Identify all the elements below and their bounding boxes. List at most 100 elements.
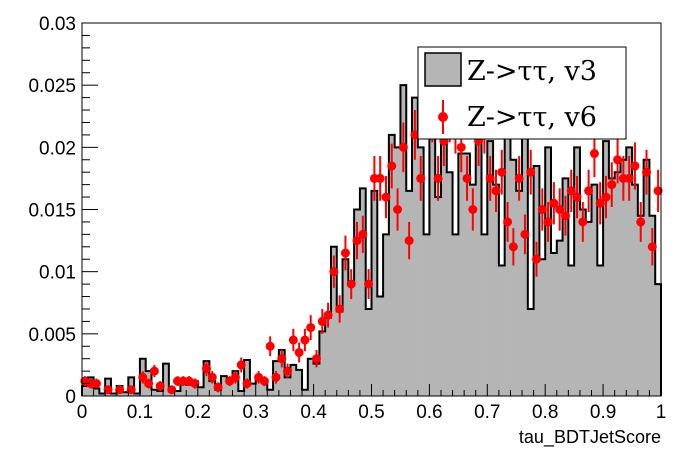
hist-bar-86 — [579, 209, 587, 396]
hist-bar-72 — [498, 265, 505, 396]
hist-bar-69 — [481, 234, 488, 396]
hist-bar-60 — [429, 85, 436, 397]
y-tick-label-3: 0.015 — [28, 201, 76, 222]
hist-bar-27 — [238, 391, 245, 396]
hist-bar-43 — [330, 246, 338, 396]
data-point-23 — [259, 376, 269, 386]
x-tick-label-7: 0.7 — [474, 402, 500, 423]
data-point-76 — [566, 186, 576, 196]
data-point-32 — [311, 354, 321, 364]
hist-bar-65 — [458, 153, 465, 396]
legend-entry-v6: Z->ττ, v6 — [467, 102, 597, 133]
data-point-58 — [462, 173, 472, 183]
hist-bar-23 — [215, 389, 222, 396]
data-point-66 — [508, 242, 518, 252]
reference-histogram — [81, 84, 662, 397]
hist-bar-95 — [632, 184, 639, 396]
hist-bar-59 — [423, 234, 430, 396]
hist-bar-77 — [527, 308, 534, 396]
y-tick-label-5: 0.025 — [28, 76, 76, 97]
hist-bar-29 — [249, 383, 256, 396]
legend-marker-point — [438, 112, 448, 122]
hist-bar-42 — [325, 317, 332, 396]
data-point-39 — [352, 236, 362, 246]
data-point-35 — [329, 267, 339, 277]
hist-bar-21 — [203, 361, 210, 396]
hist-bar-71 — [493, 184, 500, 396]
data-point-62 — [485, 173, 495, 183]
hist-bar-64 — [452, 234, 459, 396]
data-point-19 — [230, 372, 240, 382]
data-point-40 — [358, 229, 368, 239]
y-tick-label-6: 0.03 — [39, 14, 76, 35]
data-point-88 — [636, 217, 646, 227]
data-point-17 — [213, 382, 223, 392]
data-point-27 — [283, 366, 293, 376]
data-point-45 — [387, 161, 397, 171]
hist-bar-48 — [359, 188, 367, 396]
hist-bar-51 — [377, 296, 384, 396]
hist-bar-70 — [487, 141, 494, 396]
hist-bar-7 — [122, 392, 129, 396]
hist-bar-53 — [388, 134, 395, 396]
data-point-14 — [190, 379, 200, 389]
data-point-34 — [323, 310, 333, 320]
data-point-72 — [543, 217, 553, 227]
data-point-68 — [520, 229, 530, 239]
hist-bar-58 — [417, 147, 424, 396]
hist-bar-13 — [157, 391, 164, 396]
hist-bar-66 — [464, 153, 471, 396]
hist-bar-36 — [290, 364, 297, 396]
hist-bar-49 — [365, 308, 372, 396]
hist-bar-78 — [533, 165, 540, 396]
hist-bar-56 — [406, 190, 413, 396]
data-point-25 — [271, 372, 281, 382]
data-point-47 — [398, 142, 408, 152]
hist-bar-62 — [440, 97, 448, 396]
data-point-15 — [201, 364, 211, 374]
axis-ticks — [81, 22, 662, 397]
hist-bar-67 — [469, 184, 477, 396]
data-point-75 — [560, 211, 570, 221]
hist-bar-75 — [516, 190, 523, 396]
data-point-91 — [653, 186, 663, 196]
y-tick-label-1: 0.005 — [28, 325, 76, 346]
data-point-28 — [288, 335, 298, 345]
hist-bar-73 — [504, 134, 511, 396]
data-point-33 — [317, 316, 327, 326]
hist-bar-85 — [574, 147, 581, 396]
data-point-9 — [155, 381, 165, 391]
hist-bar-41 — [319, 331, 326, 396]
data-point-10 — [167, 385, 177, 395]
hist-bar-28 — [244, 359, 251, 396]
data-point-65 — [503, 217, 513, 227]
hist-bar-91 — [608, 178, 615, 396]
x-tick-label-4: 0.4 — [300, 402, 327, 423]
data-point-3 — [103, 385, 113, 395]
hist-bar-31 — [261, 379, 268, 396]
x-tick-label-9: 0.9 — [590, 402, 616, 423]
hist-bar-99 — [655, 284, 662, 396]
data-point-59 — [468, 205, 478, 214]
y-tick-label-4: 0.02 — [39, 138, 76, 159]
data-point-43 — [375, 173, 385, 183]
data-point-74 — [555, 205, 565, 214]
hist-bar-24 — [220, 376, 228, 396]
hist-bar-9 — [134, 393, 141, 396]
y-tick-labels: 0 0.005 0.01 0.015 0.02 0.025 0.03 — [28, 14, 76, 408]
data-point-36 — [335, 304, 345, 314]
data-point-38 — [346, 279, 356, 289]
hist-bar-89 — [597, 265, 604, 396]
data-point-70 — [532, 254, 542, 264]
y-tick-label-0: 0 — [65, 387, 76, 408]
data-point-78 — [578, 217, 588, 227]
hist-bar-40 — [313, 363, 320, 396]
legend-swatch-filled-histogram — [424, 52, 462, 87]
hist-bar-18 — [186, 384, 193, 396]
data-point-21 — [242, 379, 252, 389]
hist-bar-50 — [371, 190, 378, 396]
x-tick-label-6: 0.6 — [416, 402, 442, 423]
hist-bar-38 — [302, 389, 309, 396]
x-axis-title: tau_BDTJetScore — [519, 427, 661, 448]
